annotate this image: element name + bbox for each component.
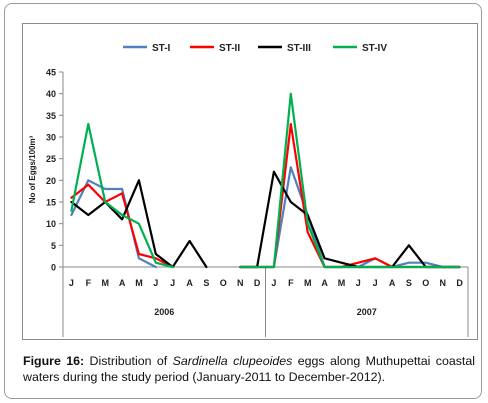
caption-species: Sardinella clupeoides <box>172 354 293 368</box>
x-tick-label: J <box>373 278 378 288</box>
x-tick-label: J <box>271 278 276 288</box>
group-label: 2007 <box>357 307 377 317</box>
y-tick-label: 30 <box>46 133 56 143</box>
y-tick-label: 45 <box>46 68 56 78</box>
caption-text-before: Distribution of <box>84 354 173 368</box>
x-tick-label: N <box>237 278 244 288</box>
x-tick-label: O <box>220 278 227 288</box>
y-tick-label: 0 <box>51 263 56 273</box>
x-tick-label: A <box>186 278 193 288</box>
legend-label: ST-I <box>152 43 171 54</box>
y-tick-label: 35 <box>46 111 56 121</box>
legend-label: ST-III <box>287 43 311 54</box>
x-tick-label: A <box>119 278 126 288</box>
x-tick-label: O <box>422 278 429 288</box>
y-axis-title: No of Eggs/100m³ <box>28 135 37 203</box>
series-line-ST-II <box>70 122 461 269</box>
x-tick-label: M <box>101 278 109 288</box>
x-tick-label: J <box>170 278 175 288</box>
x-tick-label: A <box>321 278 328 288</box>
x-tick-label: S <box>203 278 209 288</box>
y-tick-label: 20 <box>46 176 56 186</box>
y-tick-label: 10 <box>46 219 56 229</box>
x-tick-label: S <box>406 278 412 288</box>
x-tick-label: J <box>153 278 158 288</box>
x-tick-label: J <box>356 278 361 288</box>
legend-label: ST-IV <box>362 43 387 54</box>
x-tick-label: F <box>86 278 92 288</box>
figure-frame: ST-I ST-II ST-III ST-IV 0 5 10 15 20 25 30 35 40 45 No… <box>4 3 482 399</box>
y-tick-label: 25 <box>46 154 56 164</box>
x-tick-label: M <box>135 278 143 288</box>
x-tick-label: M <box>338 278 346 288</box>
chart-panel: ST-I ST-II ST-III ST-IV 0 5 10 15 20 25 30 35 40 45 No… <box>22 23 478 340</box>
series-line-ST-IV <box>70 92 461 269</box>
x-tick-label: A <box>389 278 396 288</box>
x-tick-label: N <box>439 278 446 288</box>
group-label: 2006 <box>154 307 174 317</box>
series-line-ST-III <box>70 170 461 269</box>
x-tick-label: D <box>254 278 261 288</box>
y-tick-label: 5 <box>51 241 56 251</box>
x-tick-label: D <box>456 278 463 288</box>
figure-caption: Figure 16: Distribution of Sardinella cl… <box>23 354 475 385</box>
y-tick-label: 15 <box>46 198 56 208</box>
legend-label: ST-II <box>219 43 240 54</box>
line-chart: ST-I ST-II ST-III ST-IV 0 5 10 15 20 25 30 35 40 45 No… <box>28 43 469 337</box>
caption-figure-label: Figure 16: <box>23 354 85 368</box>
y-tick-label: 40 <box>46 89 56 99</box>
x-tick-label: J <box>69 278 74 288</box>
x-tick-label: F <box>288 278 294 288</box>
x-tick-label: M <box>304 278 312 288</box>
caption-text-after: eggs along Muthupettai coastal waters du… <box>23 354 476 384</box>
